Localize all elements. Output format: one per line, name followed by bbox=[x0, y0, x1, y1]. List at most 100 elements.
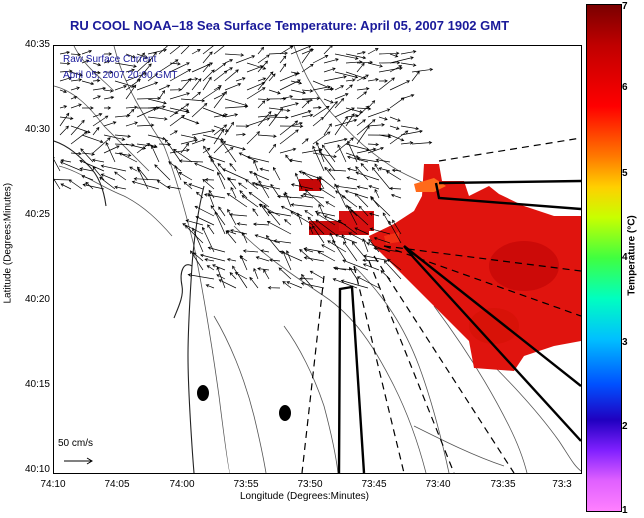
current-vector bbox=[355, 171, 380, 181]
current-vector bbox=[323, 75, 347, 82]
map-canvas bbox=[54, 46, 581, 473]
current-vector bbox=[220, 139, 237, 163]
current-vector bbox=[91, 158, 105, 163]
current-vector bbox=[70, 71, 83, 77]
current-vector bbox=[284, 219, 292, 226]
current-vector bbox=[267, 210, 292, 217]
current-vector bbox=[180, 116, 200, 125]
station-marker[interactable] bbox=[197, 385, 209, 401]
current-vector bbox=[114, 185, 127, 190]
current-vector bbox=[70, 131, 88, 145]
current-vector bbox=[185, 219, 204, 226]
current-vector bbox=[81, 49, 93, 55]
current-vector bbox=[59, 161, 83, 172]
current-vector bbox=[103, 121, 117, 127]
current-vector bbox=[79, 167, 94, 172]
current-vector bbox=[373, 246, 402, 253]
current-vector bbox=[81, 59, 90, 64]
current-vector bbox=[147, 134, 166, 141]
current-vector bbox=[362, 263, 380, 271]
current-vector bbox=[136, 96, 161, 101]
current-vector bbox=[400, 129, 423, 136]
current-vector bbox=[389, 116, 401, 122]
current-vector bbox=[227, 208, 237, 226]
current-vector bbox=[356, 74, 369, 82]
current-vector bbox=[268, 115, 289, 120]
current-vector bbox=[114, 85, 127, 91]
current-vector bbox=[204, 193, 226, 199]
current-vector bbox=[158, 59, 179, 73]
current-vector bbox=[202, 63, 211, 73]
current-vector bbox=[169, 103, 190, 118]
current-vector bbox=[334, 266, 358, 271]
current-vector bbox=[290, 98, 314, 102]
current-vector bbox=[59, 76, 72, 82]
current-vector bbox=[400, 141, 414, 145]
current-vector bbox=[131, 180, 160, 190]
current-vector bbox=[347, 167, 358, 172]
current-vector bbox=[201, 226, 215, 253]
sst-patches bbox=[299, 164, 581, 371]
current-vector bbox=[68, 179, 83, 190]
current-vector bbox=[345, 84, 353, 91]
current-vector bbox=[70, 52, 82, 57]
current-vector bbox=[263, 269, 270, 280]
current-vector bbox=[194, 205, 215, 217]
current-vector bbox=[129, 166, 138, 172]
current-vector bbox=[125, 121, 138, 127]
temperature-colorbar[interactable] bbox=[586, 4, 622, 512]
current-vector bbox=[290, 46, 312, 55]
current-vector bbox=[125, 78, 141, 91]
current-vector bbox=[59, 69, 73, 73]
current-vector bbox=[301, 48, 313, 64]
map-plot-area[interactable] bbox=[53, 45, 582, 474]
current-vector bbox=[204, 258, 215, 262]
current-vector bbox=[356, 87, 370, 91]
current-vector bbox=[367, 146, 384, 154]
current-vector bbox=[59, 50, 71, 55]
current-vector bbox=[203, 145, 215, 163]
current-vector bbox=[213, 91, 227, 109]
current-vector bbox=[213, 113, 228, 118]
current-vector bbox=[335, 184, 358, 190]
current-vector bbox=[290, 183, 314, 190]
current-vector bbox=[349, 266, 358, 280]
current-vector bbox=[227, 177, 237, 190]
current-vector bbox=[184, 225, 204, 244]
current-vector bbox=[207, 192, 215, 208]
current-vector bbox=[356, 105, 370, 118]
current-vector bbox=[389, 97, 405, 109]
current-vector bbox=[147, 143, 158, 148]
current-vector bbox=[246, 81, 266, 91]
current-vector bbox=[301, 89, 314, 93]
current-vector bbox=[125, 53, 136, 59]
current-vector bbox=[82, 183, 105, 190]
current-vector bbox=[378, 66, 403, 73]
x-tick-label: 74:05 bbox=[104, 479, 130, 490]
current-vector bbox=[334, 93, 349, 100]
current-vector bbox=[312, 145, 325, 172]
current-vector bbox=[213, 125, 229, 132]
current-vector bbox=[136, 142, 150, 154]
current-vector bbox=[383, 260, 402, 280]
current-vector bbox=[286, 281, 303, 289]
current-vector bbox=[312, 131, 331, 145]
colorbar-label: Temperature (°C) bbox=[626, 215, 638, 296]
current-vector bbox=[208, 155, 226, 163]
current-vector bbox=[356, 50, 366, 55]
current-vector bbox=[290, 203, 314, 208]
current-vector bbox=[323, 98, 334, 104]
current-vector bbox=[356, 119, 376, 136]
current-vector bbox=[316, 213, 336, 226]
current-vector bbox=[169, 87, 182, 92]
current-vector bbox=[345, 152, 360, 159]
current-vector bbox=[301, 113, 314, 118]
current-vector bbox=[312, 225, 325, 244]
current-vector bbox=[79, 159, 105, 172]
current-vector bbox=[257, 134, 277, 138]
current-vector bbox=[180, 134, 198, 140]
station-marker[interactable] bbox=[279, 405, 291, 421]
current-vector bbox=[70, 78, 83, 82]
current-vector bbox=[246, 155, 270, 163]
current-vector bbox=[257, 46, 265, 55]
